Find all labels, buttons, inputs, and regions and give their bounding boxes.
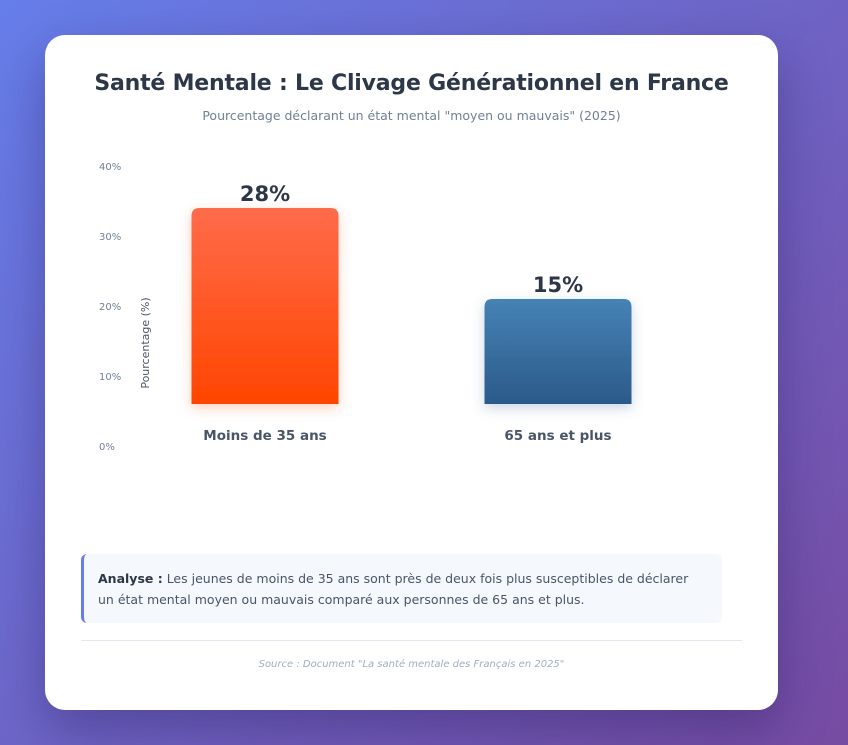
y-axis-ticks: 0% 10% 20% 30% 40%	[99, 162, 121, 453]
chart-card: Santé Mentale : Le Clivage Générationnel…	[45, 35, 778, 710]
y-axis-label: Pourcentage (%)	[139, 297, 152, 388]
chart-title: Santé Mentale : Le Clivage Générationnel…	[94, 71, 729, 96]
bar-value-label: 28%	[240, 182, 290, 206]
y-tick-label: 10%	[99, 372, 121, 383]
analysis-label: Analyse :	[98, 571, 163, 586]
category-labels: Moins de 35 ans 65 ans et plus	[203, 428, 611, 444]
y-tick-label: 0%	[99, 442, 115, 453]
analysis-box: Analyse : Les jeunes de moins de 35 ans …	[81, 554, 722, 623]
footer-divider	[81, 640, 742, 641]
bar-65-ans-et-plus	[484, 299, 632, 404]
category-label: 65 ans et plus	[504, 428, 611, 444]
bars	[191, 208, 632, 404]
analysis-text: Les jeunes de moins de 35 ans sont près …	[98, 571, 689, 607]
source-note: Source : Document "La santé mentale des …	[258, 659, 565, 670]
bar-moins-de-35-ans	[191, 208, 339, 404]
value-labels: 28% 15%	[240, 182, 583, 297]
chart-subtitle: Pourcentage déclarant un état mental "mo…	[202, 108, 621, 123]
category-label: Moins de 35 ans	[203, 428, 326, 444]
y-tick-label: 30%	[99, 232, 121, 243]
bar-value-label: 15%	[533, 273, 583, 297]
y-tick-label: 40%	[99, 162, 121, 173]
bar-chart: 0% 10% 20% 30% 40% Pourcentage (%) 28% 15% Mo…	[99, 162, 632, 453]
y-tick-label: 20%	[99, 302, 121, 313]
